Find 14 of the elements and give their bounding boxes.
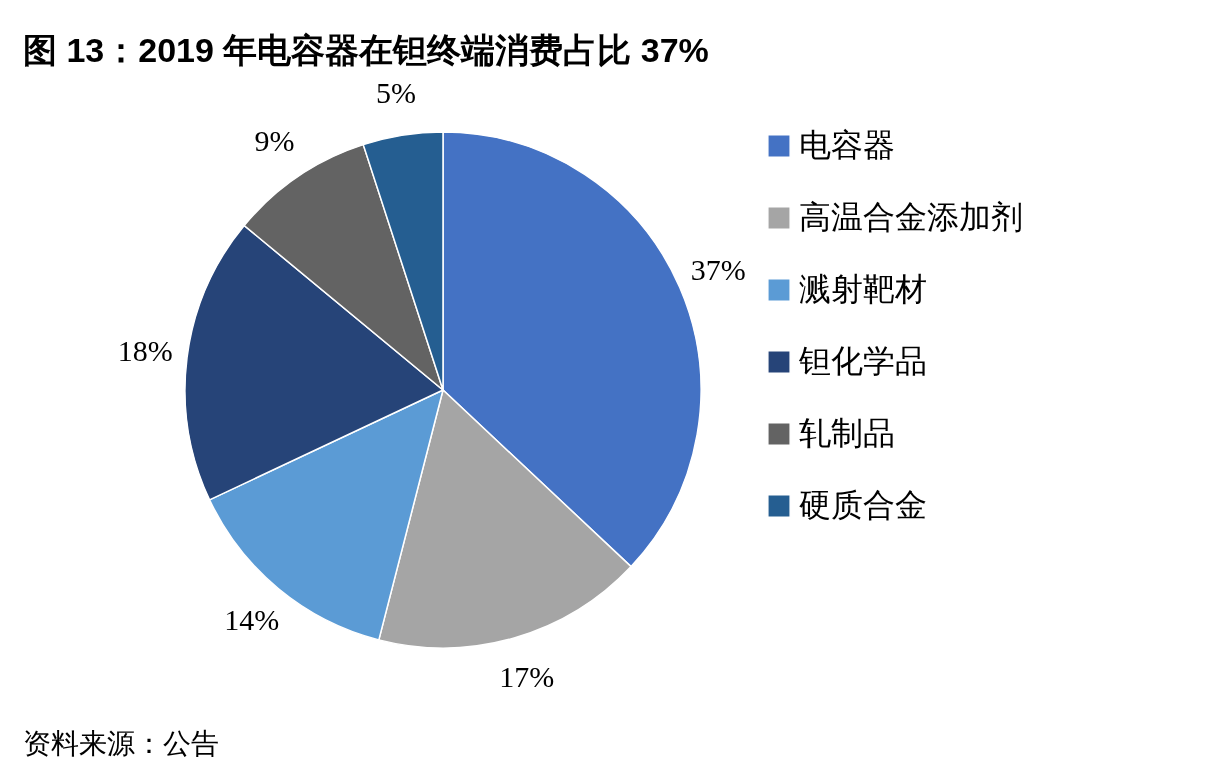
data-label: 14% <box>224 603 280 637</box>
data-label: 5% <box>376 75 417 109</box>
legend-label: 钽化学品 <box>798 342 927 380</box>
data-label: 9% <box>254 123 295 157</box>
text: 资料来源：公告 <box>23 727 219 760</box>
legend-label: 轧制品 <box>799 414 895 452</box>
chart-title: 图 13：2019 年电容器在钽终端消费占比 37% <box>23 30 709 69</box>
data-label: 37% <box>690 252 746 286</box>
legend-label: 高温合金添加剂 <box>799 198 1023 236</box>
legend-label: 硬质合金 <box>799 486 927 524</box>
data-label: 17% <box>499 660 555 694</box>
legend-label: 电容器 <box>799 126 895 164</box>
data-label: 18% <box>117 334 173 368</box>
legend-label: 溅射靶材 <box>799 270 927 308</box>
